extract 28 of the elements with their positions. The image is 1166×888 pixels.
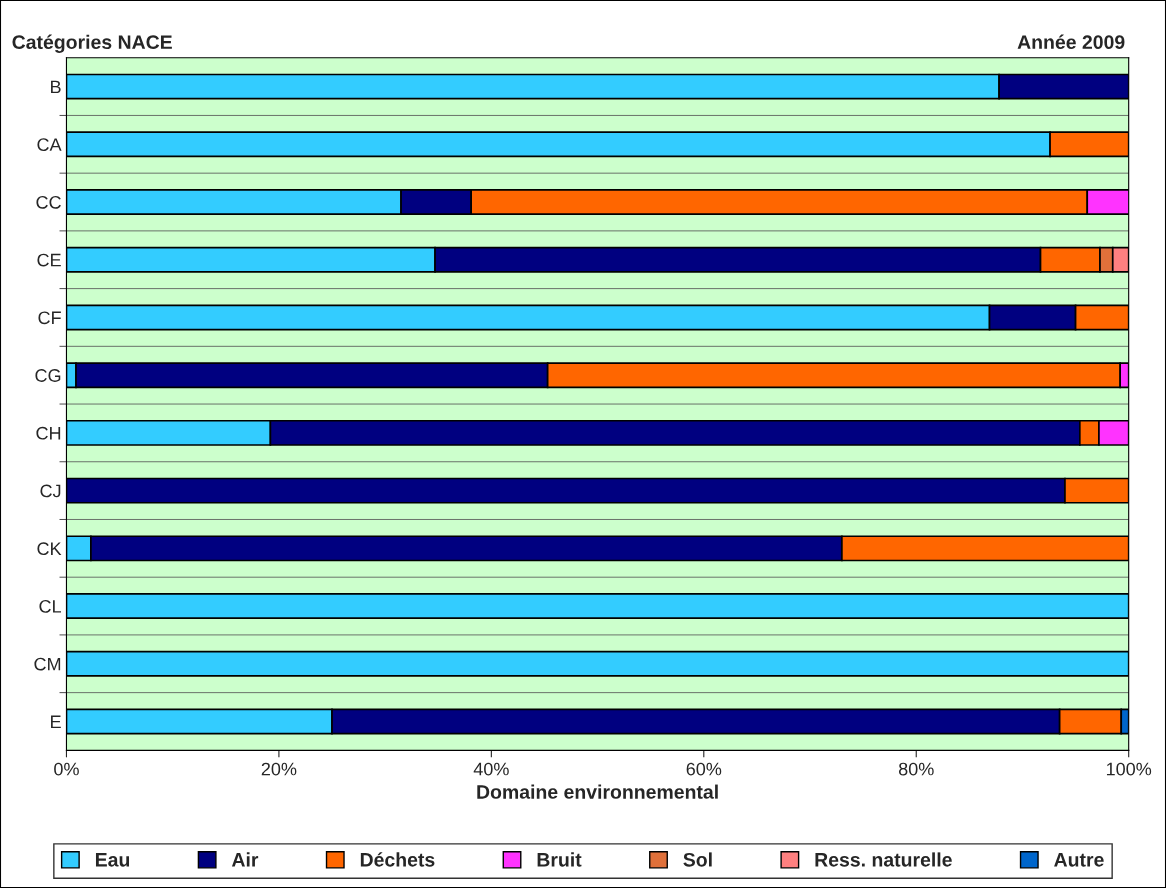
- legend-label: Autre: [1054, 853, 1104, 867]
- x-tick-label: 60%: [686, 762, 722, 776]
- y-tick-label: CJ: [40, 484, 61, 498]
- y-tick-label: CG: [35, 369, 61, 382]
- x-tick-label: 0%: [54, 762, 79, 776]
- y-tick-label: CM: [34, 657, 61, 671]
- x-tick-label: 20%: [261, 762, 297, 776]
- x-tick-label: 100%: [1106, 762, 1152, 776]
- x-axis-title: Domaine environnemental: [477, 784, 718, 799]
- y-tick-label: E: [51, 715, 61, 729]
- legend-label: Bruit: [537, 852, 582, 867]
- legend-label: Déchets: [360, 852, 435, 867]
- x-tick-label: 80%: [898, 762, 934, 776]
- y-tick-label: B: [51, 80, 61, 94]
- y-tick-label: CC: [36, 195, 61, 209]
- y-tick-label: CL: [39, 599, 61, 613]
- y-tick-label: CA: [37, 138, 62, 152]
- legend-label: Air: [231, 852, 259, 867]
- legend-label: Sol: [683, 852, 712, 867]
- y-tick-label: CK: [37, 542, 62, 556]
- legend-label: Eau: [95, 853, 130, 867]
- y-tick-label: CH: [36, 426, 61, 440]
- y-tick-label: CF: [38, 311, 61, 325]
- x-tick-label: 40%: [473, 762, 509, 776]
- legend-label: Ress. naturelle: [815, 852, 952, 867]
- chart-title: Catégories NACE: [12, 34, 172, 53]
- chart-subtitle: Année 2009: [1017, 34, 1125, 50]
- y-tick-label: CE: [37, 253, 61, 267]
